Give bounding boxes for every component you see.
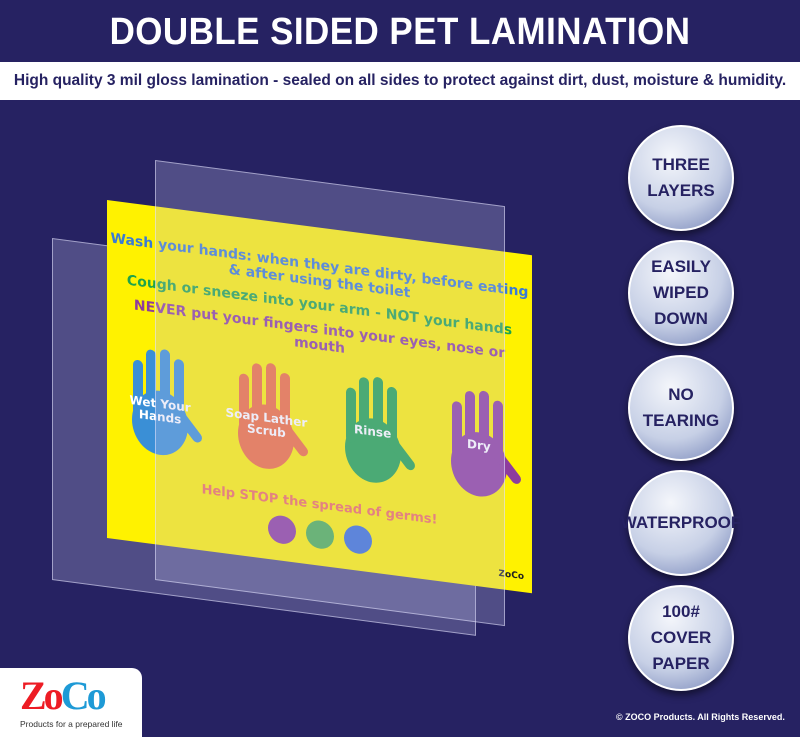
page-title: DOUBLE SIDED PET LAMINATION (109, 11, 691, 53)
hand-2: Rinse (328, 365, 418, 497)
handwashing-poster: Wash your hands: when they are dirty, be… (107, 200, 532, 594)
hand-icon (344, 377, 415, 483)
hand-icon (450, 390, 521, 497)
feature-badge: 100# COVER PAPER (628, 585, 734, 691)
feature-badge: NO TEARING (628, 355, 734, 461)
feature-badge: EASILY WIPED DOWN (628, 240, 734, 346)
subtitle-banner: High quality 3 mil gloss lamination - se… (0, 62, 800, 100)
logo-tagline: Products for a prepared life (20, 719, 123, 729)
hand-1: Soap Lather Scrub (221, 351, 311, 483)
feature-badge: WATERPROOF (621, 470, 741, 576)
hand-3: Dry (434, 378, 524, 510)
copyright: © ZOCO Products. All Rights Reserved. (616, 712, 785, 722)
zoco-logo: ZoCo Products for a prepared life (0, 668, 142, 737)
hands-row: Wet Your Hands Soap Lather Scrub Rinse Dry (107, 336, 532, 511)
feature-badge: THREE LAYERS (628, 125, 734, 231)
logo-zo: Zo (20, 673, 64, 718)
front-laminate-layer (155, 160, 505, 627)
hand-icon (132, 349, 203, 456)
hand-0: Wet Your Hands (115, 337, 205, 469)
hand-icon (238, 363, 309, 469)
logo-co: Co (60, 673, 107, 718)
